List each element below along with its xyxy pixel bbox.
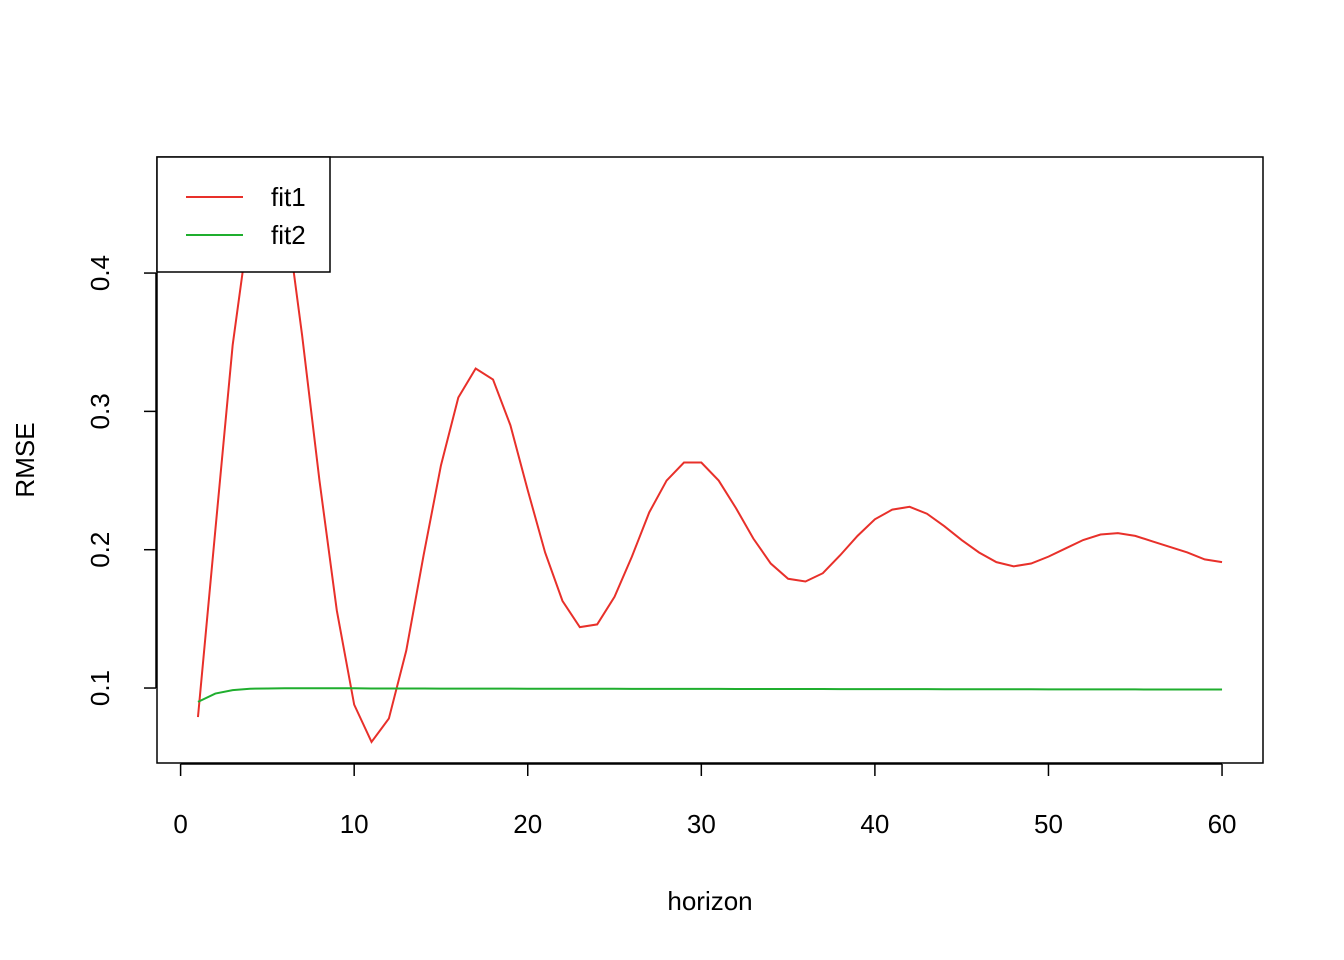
legend-label: fit1 [271,182,306,212]
y-tick-label: 0.4 [85,255,115,291]
x-axis-title: horizon [667,886,752,916]
plot-area [196,178,1223,744]
series-line [197,687,1223,703]
y-tick-label: 0.1 [85,670,115,706]
series-line [196,178,1223,744]
x-tick-label: 50 [1034,809,1063,839]
legend-box [156,156,331,273]
legend-label: fit2 [271,220,306,250]
y-tick-label: 0.3 [85,393,115,429]
y-axis-title: RMSE [10,422,40,497]
y-tick-label: 0.2 [85,532,115,568]
x-tick-label: 30 [687,809,716,839]
x-tick-label: 0 [173,809,187,839]
x-tick-label: 20 [513,809,542,839]
x-tick-label: 10 [340,809,369,839]
x-tick-label: 60 [1208,809,1237,839]
x-tick-label: 40 [860,809,889,839]
plot-frame [156,156,1264,764]
